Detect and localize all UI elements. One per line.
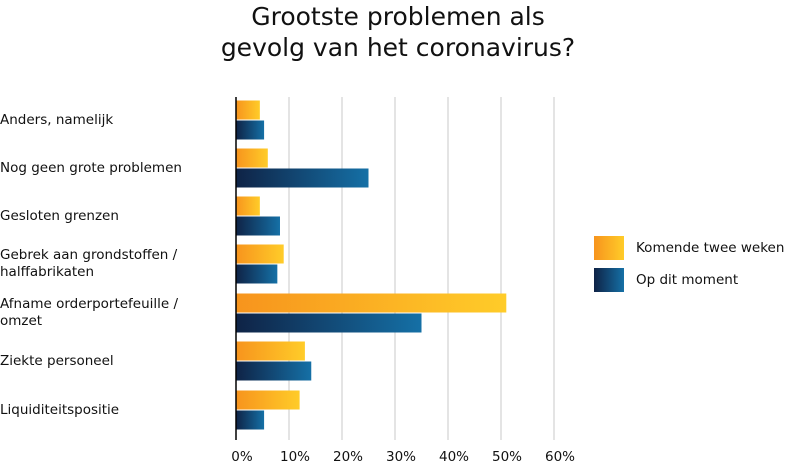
category-label-line: Anders, namelijk xyxy=(0,111,114,128)
x-tick-label: 0% xyxy=(231,449,253,465)
bar-op-dit-moment xyxy=(236,168,369,188)
category-label-line: Nog geen grote problemen xyxy=(0,159,182,176)
category-label-line: omzet xyxy=(0,313,43,329)
category-label-line: Liquiditeitspositie xyxy=(0,401,120,418)
x-tick-label: 40% xyxy=(438,449,470,465)
bar-op-dit-moment xyxy=(236,216,280,236)
category-label-line: Ziekte personeel xyxy=(0,352,114,369)
bar-komende-twee-weken xyxy=(236,244,284,264)
x-tick-label: 20% xyxy=(332,449,364,465)
bar-op-dit-moment xyxy=(236,264,278,284)
bar-komende-twee-weken xyxy=(236,293,507,313)
category-label: Liquiditeitspositie xyxy=(0,402,119,419)
category-label: Gebrek aan grondstoffen / halffabrikaten xyxy=(0,247,177,281)
x-tick-label: 10% xyxy=(279,449,311,465)
bars xyxy=(236,100,507,430)
legend-label: Komende twee weken xyxy=(636,240,785,256)
chart-title-line-2: gevolg van het coronavirus? xyxy=(220,33,576,62)
x-tick-label: 30% xyxy=(385,449,417,465)
bar-op-dit-moment xyxy=(236,410,265,430)
bar-komende-twee-weken xyxy=(236,196,260,216)
legend-swatch-orange xyxy=(594,236,624,260)
bar-komende-twee-weken xyxy=(236,148,268,168)
x-tick-label: 60% xyxy=(544,449,576,465)
bar-op-dit-moment xyxy=(236,313,422,333)
bar-komende-twee-weken xyxy=(236,390,300,410)
grid-lines xyxy=(288,97,555,440)
category-label: Anders, namelijk xyxy=(0,112,113,129)
category-label: Afname orderportefeuille / omzet xyxy=(0,296,178,330)
category-label: Gesloten grenzen xyxy=(0,208,119,225)
category-label: Ziekte personeel xyxy=(0,353,114,370)
category-label-line: Afname orderportefeuille / xyxy=(0,296,179,312)
bar-op-dit-moment xyxy=(236,120,265,140)
category-label-line: halffabrikaten xyxy=(0,264,95,280)
bar-komende-twee-weken xyxy=(236,341,305,361)
legend-label: Op dit moment xyxy=(636,272,739,288)
category-label-line: Gesloten grenzen xyxy=(0,207,119,224)
category-label: Nog geen grote problemen xyxy=(0,160,182,177)
bar-op-dit-moment xyxy=(236,361,312,381)
bar-komende-twee-weken xyxy=(236,100,260,120)
legend-swatch-blue xyxy=(594,268,624,292)
x-tick-label: 50% xyxy=(491,449,523,465)
category-label-line: Gebrek aan grondstoffen / xyxy=(0,247,178,263)
chart-title-line-1: Grootste problemen als xyxy=(251,2,545,31)
